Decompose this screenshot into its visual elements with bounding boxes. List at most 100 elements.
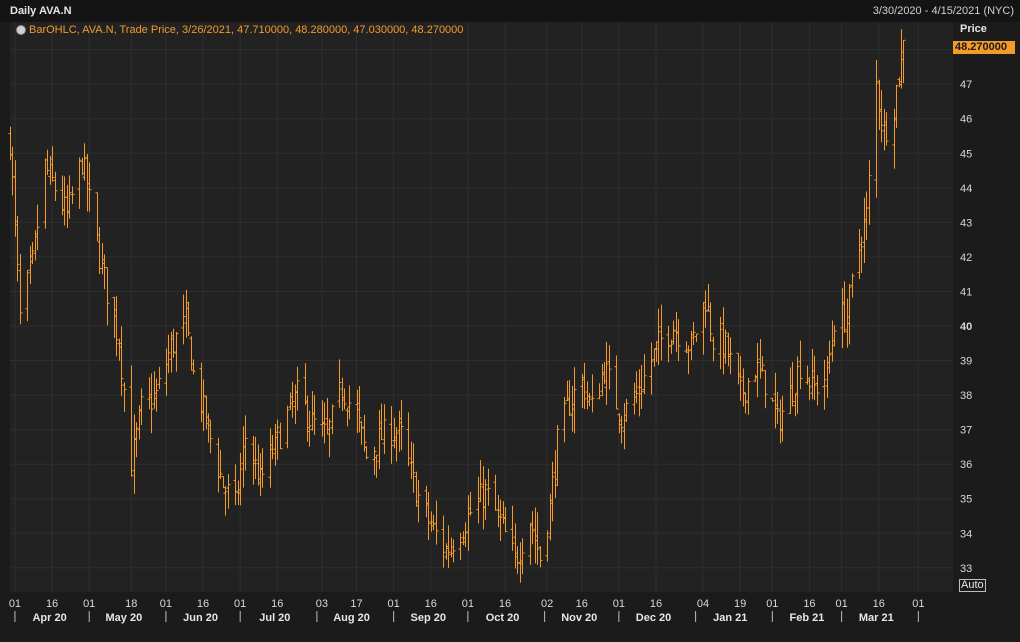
y-tick-label: 45 — [960, 148, 972, 160]
ohlc-bar — [827, 340, 832, 374]
ohlc-bar — [171, 328, 176, 358]
y-tick-label: 36 — [960, 459, 972, 471]
ohlc-bar — [708, 302, 713, 342]
ohlc-bar — [174, 331, 179, 372]
ohlc-bar — [654, 341, 659, 362]
price-axis-title: Price — [960, 23, 987, 35]
chart-header: Daily AVA.N 3/30/2020 - 4/15/2021 (NYC) — [0, 0, 1020, 22]
ohlc-bar — [278, 422, 283, 450]
x-tick-label: 01 — [9, 598, 21, 610]
ohlc-bar — [793, 393, 798, 417]
y-tick-label: 43 — [960, 217, 972, 229]
ohlc-bar — [157, 366, 162, 389]
ohlc-bar — [535, 512, 540, 565]
y-tick-label: 35 — [960, 494, 972, 506]
ohlc-bar — [775, 391, 780, 424]
ohlc-bar — [119, 326, 124, 396]
x-tick-label: 01 — [83, 598, 95, 610]
last-price-tag: 48.270000 — [953, 41, 1015, 54]
ohlc-bar — [879, 90, 884, 143]
x-month-label: Sep 20 — [411, 612, 446, 624]
ohlc-bar — [303, 363, 308, 406]
y-tick-label: 37 — [960, 425, 972, 437]
ohlc-bar — [327, 418, 332, 458]
x-month-label: Oct 20 — [486, 612, 520, 624]
ohlc-bar — [362, 414, 367, 452]
x-tick-label: 16 — [425, 598, 437, 610]
x-tick-label: 01 — [160, 598, 172, 610]
ohlc-bar — [538, 546, 543, 568]
series-options-icon[interactable] — [16, 25, 26, 35]
ohlc-bar — [850, 273, 855, 298]
ohlc-bar — [186, 301, 191, 337]
x-month-label: Jul 20 — [259, 612, 290, 624]
ohlc-bar — [842, 281, 847, 333]
ohlc-bar — [114, 296, 119, 357]
ohlc-bar — [330, 404, 335, 435]
series-legend[interactable]: BarOHLC, AVA.N, Trade Price, 3/26/2021, … — [16, 24, 463, 36]
ohlc-bar — [206, 413, 211, 443]
y-tick-label: 42 — [960, 252, 972, 264]
ohlc-bar — [810, 348, 815, 400]
ohlc-bar — [233, 464, 238, 506]
ohlc-bar — [290, 381, 295, 418]
y-tick-label: 38 — [960, 390, 972, 402]
ohlc-bar — [399, 400, 404, 451]
ohlc-bar — [97, 226, 102, 274]
x-tick-label: 01 — [234, 598, 246, 610]
ohlc-bar — [894, 84, 899, 129]
plot-area[interactable] — [10, 22, 953, 592]
ohlc-bar — [743, 392, 748, 414]
ohlc-bar — [795, 356, 800, 414]
ohlc-bar — [481, 466, 486, 530]
ohlc-bar — [389, 406, 394, 464]
ohlc-bar — [689, 330, 694, 361]
ohlc-bar — [496, 494, 501, 528]
ohlc-bar — [763, 369, 768, 409]
date-range: 3/30/2020 - 4/15/2021 (NYC) — [872, 5, 1014, 17]
ohlc-bar — [553, 450, 558, 498]
ohlc-bar — [706, 283, 711, 312]
ohlc-series — [8, 29, 906, 583]
ohlc-bar — [555, 424, 560, 487]
ohlc-bar — [43, 158, 48, 229]
ohlc-bar — [587, 392, 592, 407]
ohlc-bar — [312, 395, 317, 436]
ohlc-bar — [478, 460, 483, 503]
ohlc-bar — [147, 377, 152, 410]
ohlc-bar — [204, 395, 209, 430]
ohlc-bar — [449, 537, 454, 558]
x-tick-label: 16 — [873, 598, 885, 610]
ohlc-bar — [169, 331, 174, 373]
x-month-label: Dec 20 — [636, 612, 671, 624]
ohlc-bar — [676, 319, 681, 362]
ohlc-bar — [607, 345, 612, 390]
ohlc-bar — [117, 338, 122, 361]
ohlc-bar — [337, 359, 342, 408]
y-tick-label: 33 — [960, 563, 972, 575]
ohlc-bar — [379, 403, 384, 441]
ohlc-bar — [580, 373, 585, 409]
date-axis[interactable] — [0, 592, 1020, 642]
y-tick-label: 41 — [960, 286, 972, 298]
ohlc-bar — [25, 269, 30, 322]
ohlc-bar — [468, 491, 473, 516]
ohlc-bar — [15, 215, 20, 282]
ohlc-bar — [359, 420, 364, 445]
ohlc-bar — [458, 532, 463, 561]
ohlc-bar — [602, 362, 607, 385]
ohlc-bar — [285, 405, 290, 449]
y-tick-label: 46 — [960, 114, 972, 126]
ohlc-bar — [867, 160, 872, 225]
x-tick-label: 01 — [912, 598, 924, 610]
ohlc-bar — [790, 362, 795, 407]
price-axis[interactable] — [953, 22, 1020, 592]
ohlc-bar — [520, 538, 525, 575]
ohlc-bar — [260, 448, 265, 488]
ohlc-bar — [805, 365, 810, 385]
ohlc-bar — [62, 176, 67, 226]
ohlc-bar — [780, 395, 785, 442]
ohlc-bar — [226, 474, 231, 509]
auto-scale-button[interactable]: Auto — [959, 579, 986, 592]
